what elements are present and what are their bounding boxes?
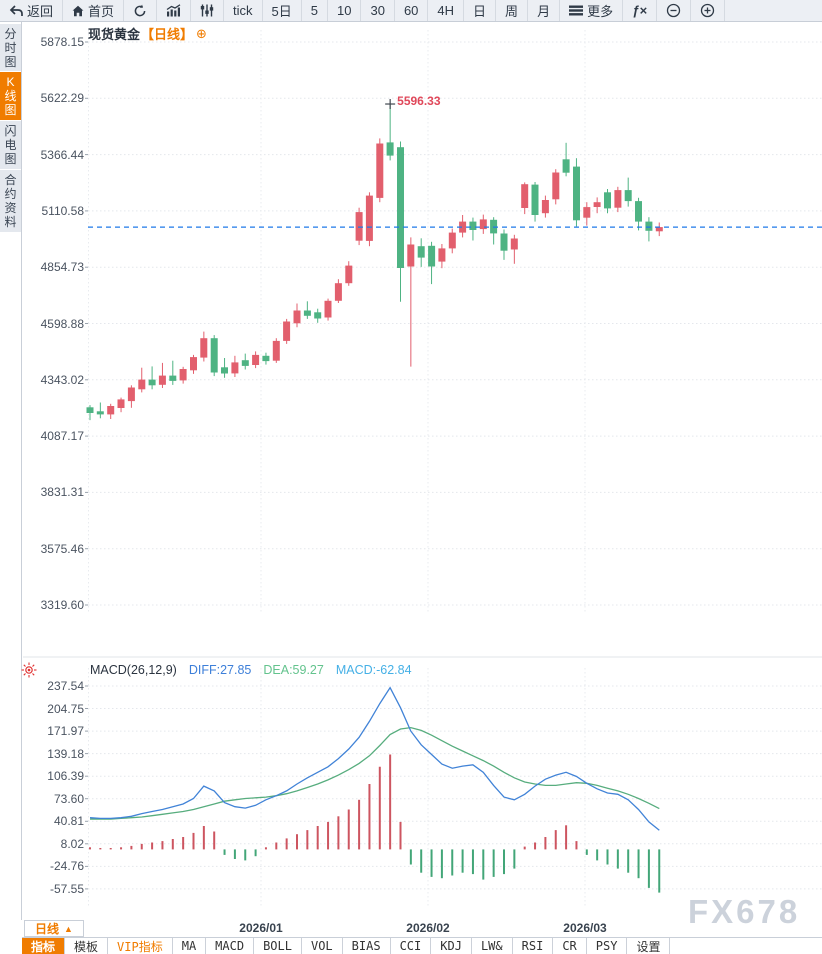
toolbar-button-zoom-out[interactable] [657,0,691,21]
price-axis-label: 5878.15 [40,35,84,49]
toolbar-button-5d[interactable]: 5日 [263,0,302,21]
macd-axis-label: 40.81 [53,814,84,829]
macd-axis-label: 237.54 [47,679,84,693]
toolbar-button-label: 30 [370,3,385,18]
indicator-settings-sun-icon[interactable] [21,662,37,678]
toolbar-button-fx[interactable]: ƒ× [623,0,657,21]
indicator-tab-RSI[interactable]: RSI [513,938,554,954]
price-axis-label: 4598.88 [40,316,84,331]
macd-axis-label: 139.18 [47,746,84,761]
sidebar-tab-contract-info[interactable]: 合约资料 [0,170,21,232]
period-selector-button[interactable]: 日线 ▲ [24,920,84,937]
x-axis-label: 2026/01 [239,921,283,935]
indicator-tab-VIP指标[interactable]: VIP指标 [108,938,173,954]
price-axis-label: 3831.31 [40,485,84,500]
indicator-tab-MACD[interactable]: MACD [206,938,255,954]
macd-axis-label: -24.76 [49,859,84,874]
macd-axis-label: 171.97 [47,724,84,739]
indicator-tab-MA[interactable]: MA [173,938,207,954]
toolbar-button-more[interactable]: 更多 [560,0,624,21]
toolbar-button-home[interactable]: 首页 [63,0,125,21]
indicator-tab-PSY[interactable]: PSY [587,938,628,954]
toolbar-button-label: 返回 [27,4,54,19]
period-label: 【日线】 [141,27,194,42]
indicator-tab-BOLL[interactable]: BOLL [254,938,302,954]
toolbar-button-tick[interactable]: tick [224,0,263,21]
price-axis-label: 5622.29 [40,91,84,106]
x-axis-row: 日线 ▲ 2026/01 2026/02 2026/03 [22,920,822,937]
toolbar-button-10[interactable]: 10 [328,0,362,21]
price-axis-label: 3575.46 [40,541,84,556]
x-axis-label: 2026/03 [563,921,607,935]
price-axis-label: 5110.58 [41,203,85,218]
toolbar-button-label: 60 [403,3,419,18]
watermark: FX678 [688,893,801,930]
price-axis-label: 4343.02 [40,372,84,387]
toolbar-button-5[interactable]: 5 [302,0,328,21]
indicator-tab-CCI[interactable]: CCI [391,938,432,954]
toolbar-button-refresh[interactable] [124,0,158,21]
indicator-tab-模板[interactable]: 模板 [65,938,109,954]
indicator-tab-CR[interactable]: CR [553,938,587,954]
toolbar-button-back[interactable]: 返回 [0,0,64,21]
macd-diff-value: DIFF:27.85 [188,663,252,677]
indicator-tab-KDJ[interactable]: KDJ [431,938,472,954]
toolbar-button-zoom-in[interactable] [691,0,725,21]
toolbar-button-60[interactable]: 60 [395,0,429,21]
chart-title: 现货黄金 【日线】 ⊕ [88,24,207,43]
price-axis-label: 4854.73 [40,260,84,275]
period-button-label: 日线 [35,922,60,936]
indicator-tab-VOL[interactable]: VOL [302,938,343,954]
macd-macd-value: MACD:-62.84 [335,663,412,677]
toolbar-button-label: 10 [337,3,352,18]
sidebar-tab-lightning-chart[interactable]: 闪电图 [0,121,21,169]
toolbar-button-label: tick [233,3,253,18]
chevron-up-icon: ▲ [64,923,73,934]
toolbar-button-candlestick[interactable] [191,0,225,21]
macd-axis-label: 8.02 [60,836,84,851]
toolbar-button-label: 日 [473,4,487,19]
toolbar-button-area-chart[interactable] [157,0,192,21]
macd-axis-label: -57.55 [49,881,84,896]
high-price-marker: 5596.33 [397,94,441,108]
macd-header: MACD(26,12,9) DIFF:27.85 DEA:59.27 MACD:… [90,663,412,677]
price-axis-label: 4087.17 [40,429,84,444]
toolbar-button-4h[interactable]: 4H [428,0,465,21]
macd-axis-label: 73.60 [53,791,84,806]
indicator-bar: 指标 模板 VIP指标 MA MACD BOLL VOL BIAS CCI KDJ LW& RSI CR… [22,937,822,954]
toolbar-button-day[interactable]: 日 [464,0,497,21]
price-axis-label: 3319.60 [40,598,84,612]
indicator-tab-指标[interactable]: 指标 [22,938,66,954]
toolbar-button-label: 更多 [587,4,614,19]
add-indicator-icon[interactable]: ⊕ [196,25,207,41]
top-toolbar: 返回 首页 tick 5日 5 10 30 60 4H 日 周 月 更多 ƒ× [0,0,822,22]
macd-dea-value: DEA:59.27 [263,663,324,677]
macd-axis-label: 204.75 [47,701,84,716]
toolbar-button-label: 周 [505,4,519,19]
toolbar-button-label: 月 [537,4,551,19]
toolbar-button-label: 5日 [271,4,292,19]
indicator-tab-LW&[interactable]: LW& [472,938,513,954]
toolbar-button-label: 首页 [88,4,115,19]
indicator-tab-设置[interactable]: 设置 [627,938,671,954]
toolbar-button-week[interactable]: 周 [496,0,529,21]
x-axis-label: 2026/02 [406,921,450,935]
macd-axis-label: 106.39 [47,769,84,784]
sidebar-tab-time-chart[interactable]: 分时图 [0,24,21,71]
toolbar-button-month[interactable]: 月 [528,0,561,21]
price-axis-label: 5366.44 [40,147,84,162]
toolbar-button-label: 4H [437,3,455,18]
indicator-tab-BIAS[interactable]: BIAS [343,938,391,954]
macd-params: MACD(26,12,9) [90,663,177,677]
toolbar-button-label: 5 [310,3,318,18]
toolbar-button-30[interactable]: 30 [361,0,395,21]
symbol-name: 现货黄金 [88,27,141,42]
